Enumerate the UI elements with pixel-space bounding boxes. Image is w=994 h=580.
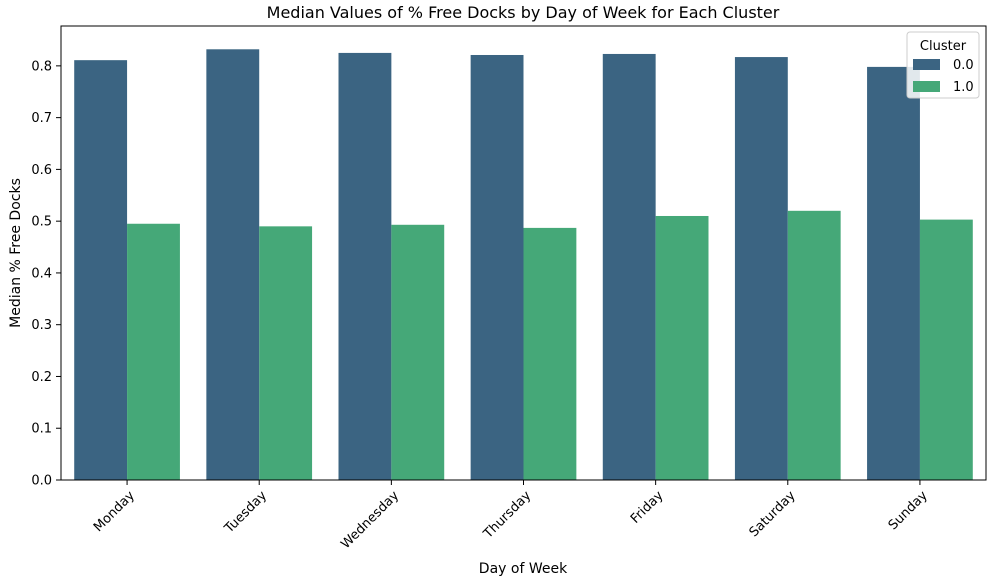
x-tick-label-sunday: Sunday xyxy=(886,488,931,533)
bar-thursday-cluster-0 xyxy=(470,54,524,480)
bar-wednesday-cluster-1 xyxy=(391,224,445,480)
y-tick-label: 0.5 xyxy=(31,215,52,230)
legend-title: Cluster xyxy=(920,39,967,54)
bar-friday-cluster-0 xyxy=(602,53,656,480)
legend-label-1: 1.0 xyxy=(953,80,974,95)
x-tick-label-saturday: Saturday xyxy=(747,488,799,540)
x-tick-label-thursday: Thursday xyxy=(480,488,534,542)
y-tick-label: 0.6 xyxy=(31,163,52,178)
y-tick-label: 0.1 xyxy=(31,422,52,437)
bar-monday-cluster-1 xyxy=(127,223,180,481)
y-tick-label: 0.4 xyxy=(31,266,52,281)
bar-wednesday-cluster-0 xyxy=(338,52,392,481)
bar-tuesday-cluster-1 xyxy=(259,226,313,480)
x-axis-label: Day of Week xyxy=(479,561,568,577)
bar-saturday-cluster-0 xyxy=(734,57,788,481)
legend: Cluster 0.0 1.0 xyxy=(906,31,980,99)
y-tick-label: 0.0 xyxy=(31,474,52,489)
chart-title: Median Values of % Free Docks by Day of … xyxy=(267,3,780,22)
bar-monday-cluster-0 xyxy=(74,60,128,481)
x-tick-label-wednesday: Wednesday xyxy=(338,488,402,552)
plot-area: 0.0 0.1 0.2 0.3 0.4 0.5 0.6 0.7 0.8 Monday Tuesday… xyxy=(31,25,987,552)
y-tick-label: 0.8 xyxy=(31,59,52,74)
legend-label-0: 0.0 xyxy=(953,58,974,73)
bar-sunday-cluster-1 xyxy=(919,219,973,480)
legend-swatch-0 xyxy=(913,59,940,70)
bar-tuesday-cluster-0 xyxy=(206,49,260,481)
bar-saturday-cluster-1 xyxy=(787,210,841,481)
x-tick-label-monday: Monday xyxy=(91,488,138,535)
legend-swatch-1 xyxy=(913,81,940,92)
x-tick-label-tuesday: Tuesday xyxy=(221,488,270,537)
bar-friday-cluster-1 xyxy=(655,215,709,480)
x-tick-label-friday: Friday xyxy=(628,488,667,527)
y-axis-label: Median % Free Docks xyxy=(8,178,24,328)
bar-sunday-cluster-0 xyxy=(867,66,920,480)
y-tick-label: 0.7 xyxy=(31,111,52,126)
bar-thursday-cluster-1 xyxy=(523,227,577,480)
y-tick-label: 0.2 xyxy=(31,370,52,385)
y-tick-label: 0.3 xyxy=(31,318,52,333)
